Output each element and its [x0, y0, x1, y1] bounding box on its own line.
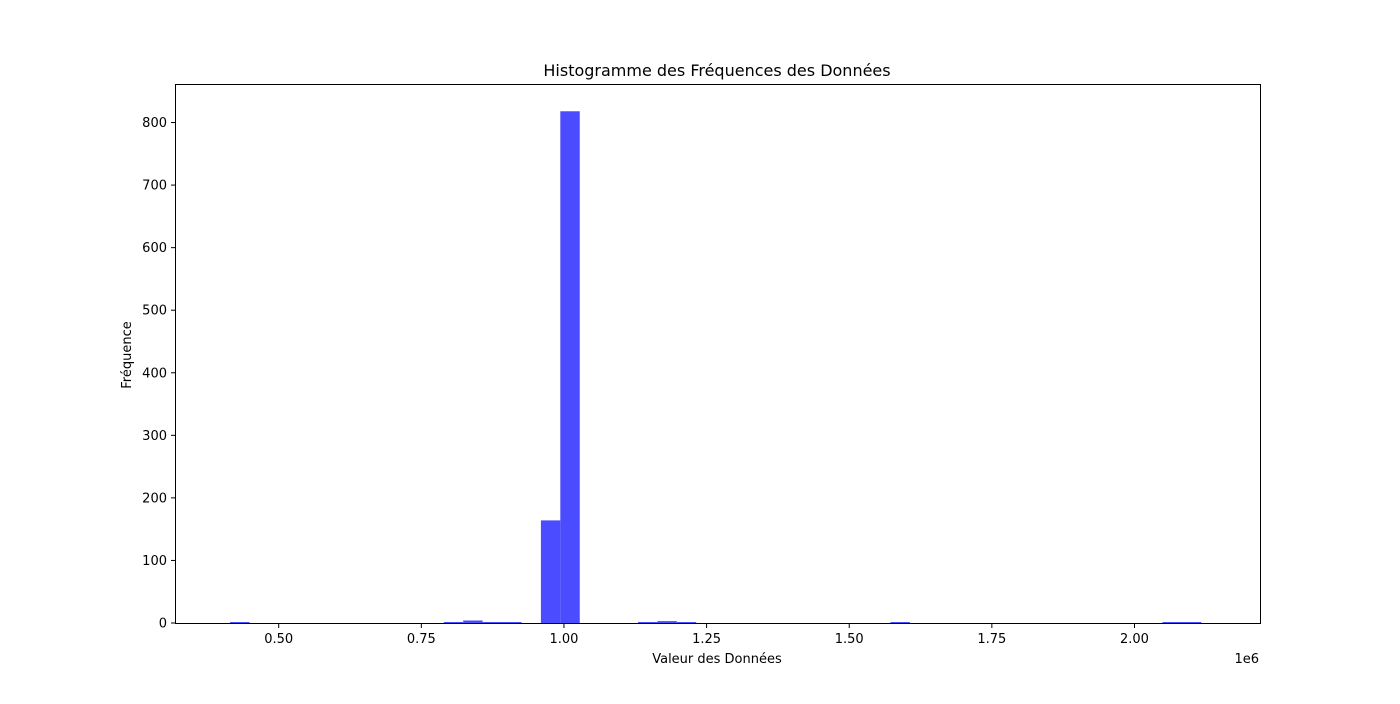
x-axis-offset-text: 1e6: [1234, 652, 1259, 667]
y-tick-label: 200: [142, 491, 167, 506]
histogram-bar: [482, 622, 503, 623]
histogram-bar: [638, 622, 658, 623]
plot-area-frame: [175, 84, 1261, 624]
y-tick-label: 700: [142, 179, 167, 194]
histogram-bar: [1162, 622, 1182, 623]
histogram-bar: [540, 520, 561, 623]
x-tick-label: 0.50: [264, 632, 293, 647]
histogram-bar: [560, 111, 580, 624]
y-axis-ticks: 0 100 200 300 400 500 600 700 800: [142, 116, 176, 632]
y-tick-label: 600: [142, 241, 167, 256]
x-tick-label: 1.00: [549, 632, 578, 647]
histogram-bar: [676, 622, 697, 623]
y-tick-label: 400: [142, 366, 167, 381]
y-tick-label: 300: [142, 429, 167, 444]
y-tick-label: 800: [142, 116, 167, 131]
x-tick-label: 0.75: [407, 632, 436, 647]
chart-title: Histogramme des Fréquences des Données: [543, 61, 890, 80]
y-axis-label: Fréquence: [120, 321, 135, 388]
x-tick-label: 1.50: [835, 632, 864, 647]
x-tick-label: 1.75: [977, 632, 1006, 647]
histogram-bar: [443, 622, 464, 623]
x-tick-label: 2.00: [1120, 632, 1149, 647]
x-axis-label: Valeur des Données: [652, 652, 782, 667]
x-tick-label: 1.25: [692, 632, 721, 647]
y-tick-label: 100: [142, 554, 167, 569]
histogram-bar: [230, 622, 250, 623]
bars-layer: [230, 111, 1202, 624]
y-tick-label: 500: [142, 304, 167, 319]
histogram-bar: [890, 622, 910, 623]
histogram-bar: [1181, 622, 1202, 623]
x-axis-ticks: 0.50 0.75 1.00 1.25 1.50 1.75 2.00: [264, 623, 1149, 647]
histogram-bar: [657, 621, 677, 623]
histogram-bar: [502, 622, 522, 623]
y-tick-label: 0: [159, 617, 167, 632]
histogram-bar: [463, 620, 483, 623]
